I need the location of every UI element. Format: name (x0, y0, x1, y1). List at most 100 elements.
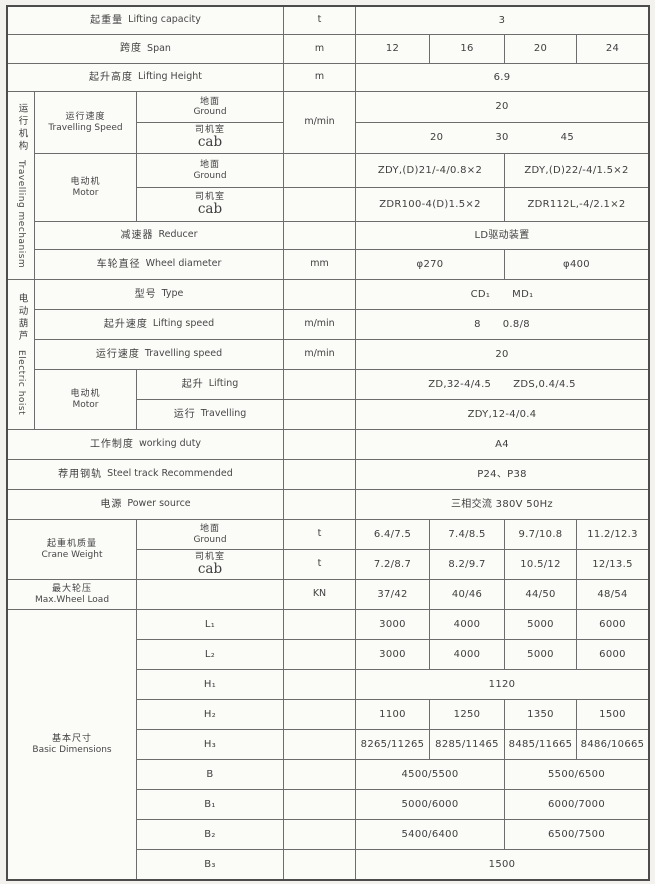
label-zh: 电动机 (70, 177, 101, 188)
label-en: Motor (72, 187, 99, 198)
unit-crane-weight: t (284, 550, 356, 580)
unit-travelling-speed: m/min (284, 92, 356, 154)
label-zh: 最大轮压 (51, 584, 92, 595)
unit-empty (284, 280, 356, 310)
value-b2-2: 6500/7500 (505, 820, 648, 850)
label-zh: 荐用钢轨 (58, 468, 103, 480)
value-crane-weight-cab-3: 10.5/12 (505, 550, 577, 580)
sublabel-ground: 地面 Ground (137, 92, 284, 123)
sublabel-ground: 地面 Ground (137, 154, 284, 188)
sublabel-cab: 司机室 cab (137, 188, 284, 222)
value-type: CD₁ MD₁ (356, 280, 648, 310)
value-crane-weight-cab-1: 7.2/8.7 (356, 550, 430, 580)
value-h3-1: 8265/11265 (356, 730, 430, 760)
sublabel-en: Travelling (200, 408, 247, 420)
unit-empty (284, 820, 356, 850)
value-working-duty: A4 (356, 430, 648, 460)
value-l2-2: 4000 (430, 640, 505, 670)
value-item: 0.8/8 (502, 318, 530, 330)
label-en: Max.Wheel Load (34, 594, 110, 605)
value-span-12: 12 (356, 35, 430, 64)
value-hoist-travelling-speed: 20 (356, 340, 648, 370)
label-en: Power source (127, 498, 191, 510)
value-lifting-capacity: 3 (356, 7, 648, 35)
label-en: Lifting capacity (128, 14, 201, 26)
label-en: Basic Dimensions (32, 744, 112, 755)
row-max-wheel-load-label: 最大轮压 Max.Wheel Load (8, 580, 137, 610)
value-item: ZD,32-4/4.5 (428, 378, 492, 390)
row-working-duty-label: 工作制度 working duty (8, 430, 284, 460)
value-lifting-speed: 8 0.8/8 (356, 310, 648, 340)
label-zh: 起重机质量 (46, 539, 97, 550)
unit-empty (284, 222, 356, 250)
label-zh: 起重量 (90, 14, 124, 26)
value-l1-1: 3000 (356, 610, 430, 640)
value-h2-1: 1100 (356, 700, 430, 730)
unit-empty (284, 790, 356, 820)
value-item: CD₁ (470, 288, 491, 300)
value-motor-ground-1: ZDY,(D)21/-4/0.8×2 (356, 154, 505, 188)
sublabel-en: Lifting (208, 378, 239, 390)
label-en: Reducer (158, 229, 198, 241)
value-motor-cab-1: ZDR100-4(D)1.5×2 (356, 188, 505, 222)
sublabel-l2: L₂ (137, 640, 284, 670)
value-travelling-speed-ground: 20 (356, 92, 648, 123)
label-en: Type (161, 288, 184, 300)
value-b1-1: 5000/6000 (356, 790, 505, 820)
value-h1: 1120 (356, 670, 648, 700)
row-motor-label: 电动机 Motor (35, 154, 137, 222)
sublabel-ground: 地面 Ground (137, 520, 284, 550)
value-h3-3: 8485/11665 (505, 730, 577, 760)
sublabel-en: Ground (193, 170, 227, 181)
sublabel-empty (137, 580, 284, 610)
sublabel-l1: L₁ (137, 610, 284, 640)
row-lifting-height-label: 起升高度 Lifting Height (8, 64, 284, 92)
label-zh: 电源 (100, 498, 123, 510)
value-max-wheel-load-2: 40/46 (430, 580, 505, 610)
sublabel-en: cab (197, 134, 223, 151)
row-type-label: 型号 Type (35, 280, 284, 310)
unit-lifting-capacity: t (284, 7, 356, 35)
sublabel-b2: B₂ (137, 820, 284, 850)
value-h2-4: 1500 (577, 700, 648, 730)
label-en: Travelling Speed (48, 122, 123, 133)
value-travelling-speed-cab: 20 30 45 (356, 123, 648, 154)
value-b-2: 5500/6500 (505, 760, 648, 790)
value-l2-4: 6000 (577, 640, 648, 670)
unit-empty (284, 670, 356, 700)
value-crane-weight-ground-2: 7.4/8.5 (430, 520, 505, 550)
label-zh: 起升速度 (103, 318, 148, 330)
value-item: MD₁ (512, 288, 534, 300)
unit-max-wheel-load: KN (284, 580, 356, 610)
unit-empty (284, 700, 356, 730)
value-span-20: 20 (505, 35, 577, 64)
label-zh: 跨度 (120, 43, 143, 55)
value-l2-3: 5000 (505, 640, 577, 670)
sublabel-zh: 司机室 (194, 191, 225, 202)
value-b3: 1500 (488, 858, 516, 870)
section-label-zh: 电动葫芦 (16, 293, 28, 344)
value-item: ZDS,0.4/4.5 (513, 378, 576, 390)
value-power-source: 三相交流 380V 50Hz (356, 490, 648, 520)
sublabel-zh: 起升 (181, 378, 204, 390)
label-zh: 减速器 (120, 229, 154, 241)
row-steel-track-label: 荐用钢轨 Steel track Recommended (8, 460, 284, 490)
value-b-1: 4500/5500 (356, 760, 505, 790)
unit-empty (284, 188, 356, 222)
value-item: 30 (495, 132, 509, 144)
value-l1-4: 6000 (577, 610, 648, 640)
row-lifting-speed-label: 起升速度 Lifting speed (35, 310, 284, 340)
label-en: Lifting Height (138, 71, 202, 83)
value-steel-track: P24、P38 (356, 460, 648, 490)
value-motor-ground-2: ZDY,(D)22/-4/1.5×2 (505, 154, 648, 188)
row-hoist-travelling-speed-label: 运行速度 Travelling speed (35, 340, 284, 370)
unit-hoist-travelling-speed: m/min (284, 340, 356, 370)
sublabel-en: Ground (193, 107, 227, 117)
row-wheel-diameter-label: 车轮直径 Wheel diameter (35, 250, 284, 280)
label-zh: 型号 (134, 288, 157, 300)
sublabel-hoist-lifting: 起升 Lifting (137, 370, 284, 400)
label-zh: 运行速度 (65, 112, 106, 123)
unit-crane-weight: t (284, 520, 356, 550)
unit-empty (284, 370, 356, 400)
label-zh: 电动机 (70, 389, 101, 400)
